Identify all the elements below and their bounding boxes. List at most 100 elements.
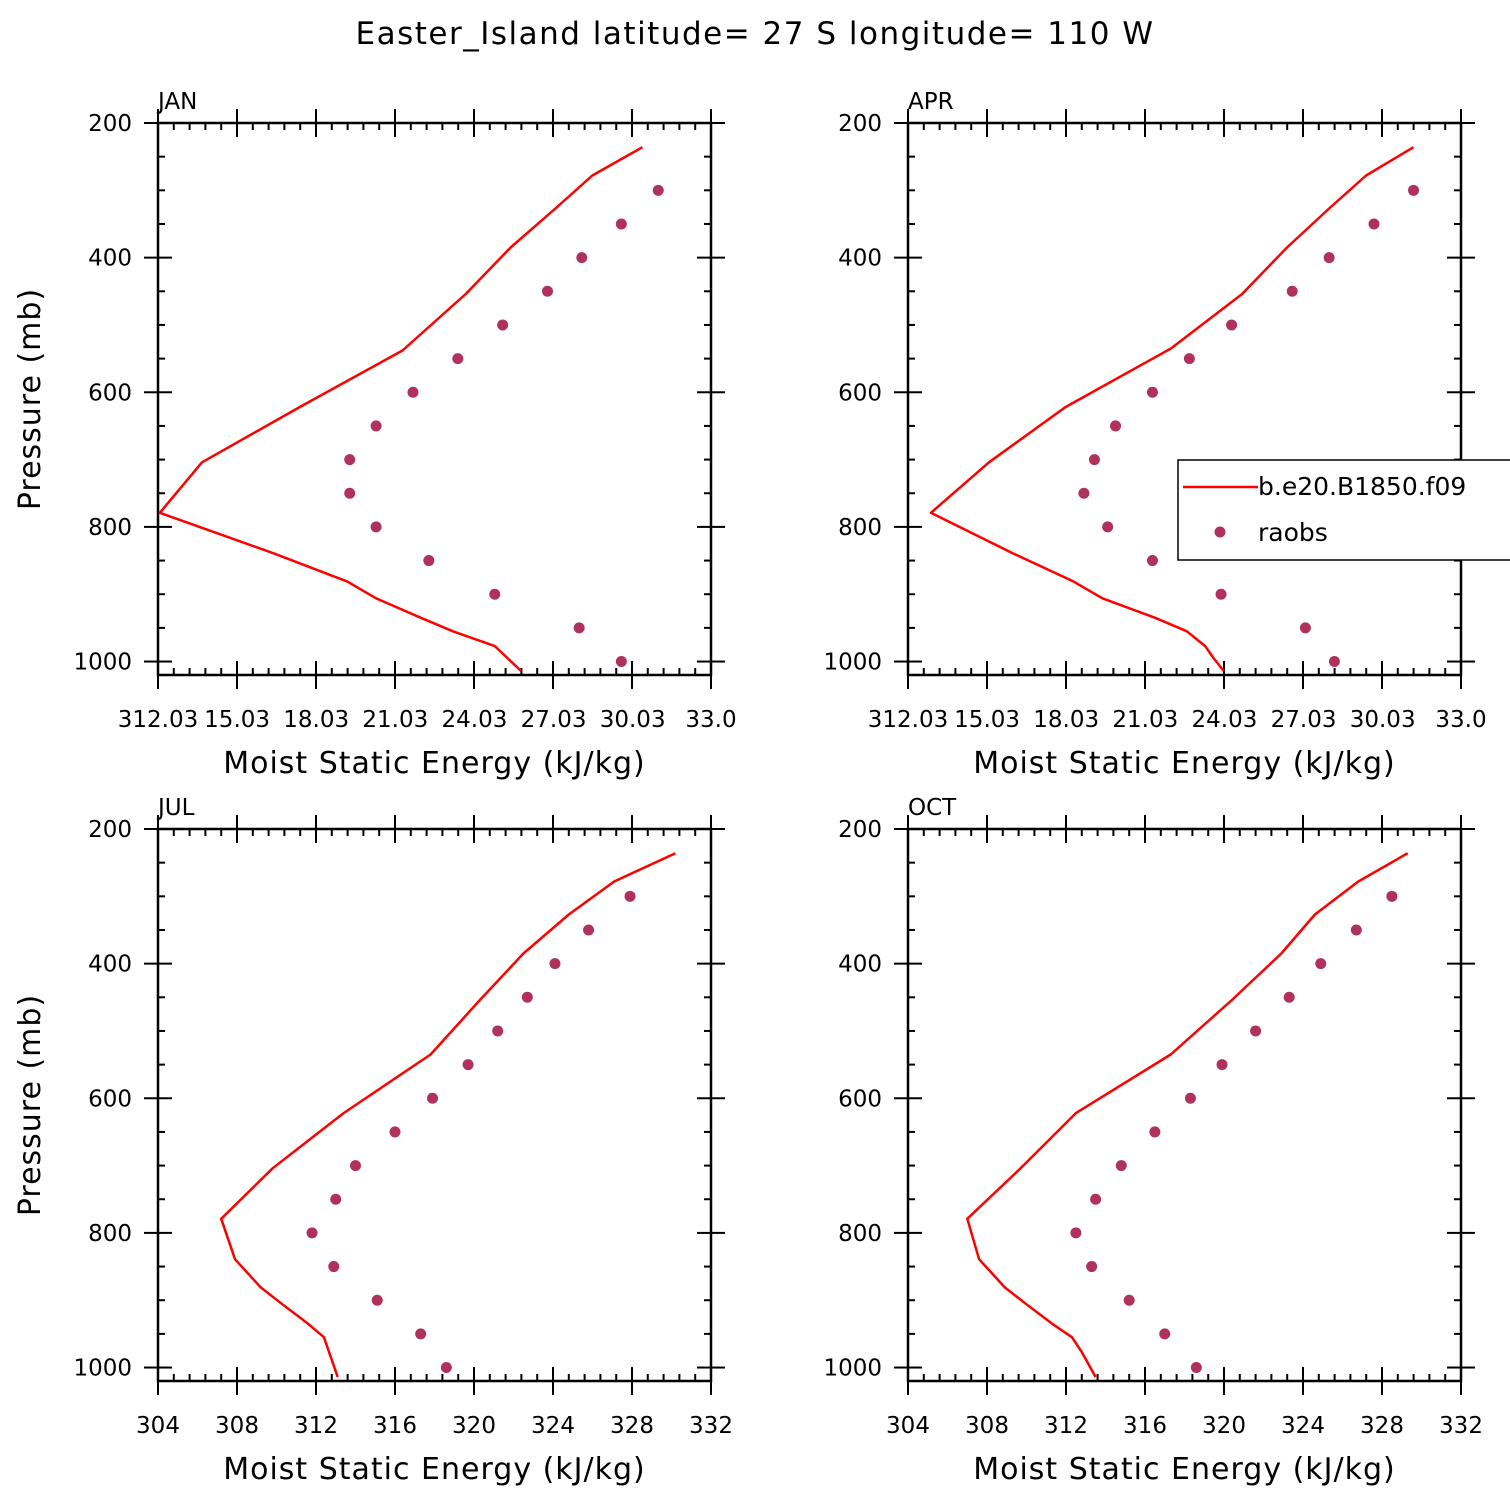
- x-axis-label: Moist Static Energy (kJ/kg): [223, 1452, 646, 1487]
- x-tick-label: 316: [373, 1413, 417, 1439]
- x-tick-label: 312.03: [868, 707, 948, 733]
- raobs-point: [1408, 184, 1420, 196]
- plot-frame: [156, 827, 713, 1383]
- x-tick-label: 316: [1123, 1413, 1167, 1439]
- y-tick-label: 200: [838, 817, 882, 843]
- panel-jan: 200 400 600 800 1000 312.03 15.03 18.03 21.03 24.…: [13, 89, 737, 781]
- raobs-point: [652, 184, 664, 196]
- raobs-point: [440, 1362, 452, 1374]
- raobs-point: [370, 420, 382, 432]
- raobs-point: [1149, 1126, 1161, 1138]
- panel-title: JUL: [156, 795, 195, 821]
- x-tick-label: 308: [215, 1413, 259, 1439]
- x-tick-label: 21.03: [1112, 707, 1178, 733]
- plot-frame: [156, 121, 713, 677]
- legend-label-raobs: raobs: [1258, 518, 1328, 547]
- x-tick-label: 30.03: [600, 707, 666, 733]
- raobs-point: [350, 1160, 361, 1172]
- raobs-point: [1088, 454, 1100, 466]
- raobs-point: [452, 353, 464, 365]
- y-axis-label: Pressure (mb): [13, 288, 48, 510]
- raobs-point: [1086, 1261, 1098, 1273]
- raobs-point: [462, 1059, 474, 1071]
- x-tick-label: 18.03: [283, 707, 349, 733]
- raobs-point: [427, 1092, 439, 1104]
- panel-oct: 200 400 600 800 1000 304 308 312 316 320 324 328 332…: [823, 795, 1483, 1487]
- y-tick-label: 200: [88, 817, 132, 843]
- y-tick-label: 200: [88, 111, 132, 137]
- raobs-point: [1216, 1059, 1228, 1071]
- raobs-point: [370, 521, 382, 533]
- raobs-point: [344, 487, 356, 499]
- raobs-point: [624, 890, 636, 902]
- model-series-line: [966, 852, 1409, 1378]
- raobs-point: [615, 656, 627, 668]
- panel-apr: 200 400 600 800 1000 312.03 15.03 18.03 21.03 24.…: [823, 89, 1486, 781]
- raobs-point: [389, 1126, 401, 1138]
- x-tick-label: 33.0: [1435, 707, 1486, 733]
- y-tick-label: 600: [88, 380, 132, 406]
- figure-title: Easter_Island latitude= 27 S longitude= …: [356, 16, 1155, 52]
- raobs-point: [1090, 1193, 1102, 1205]
- x-tick-label: 33.0: [685, 707, 736, 733]
- model-series-line: [219, 852, 676, 1378]
- y-tick-label: 200: [838, 111, 882, 137]
- y-tick-label: 1000: [823, 1356, 882, 1382]
- raobs-point: [306, 1227, 318, 1239]
- x-tick-label: 18.03: [1033, 707, 1099, 733]
- raobs-point: [521, 991, 533, 1003]
- raobs-point: [541, 285, 553, 297]
- y-tick-label: 400: [838, 952, 882, 978]
- raobs-point: [1102, 521, 1114, 533]
- raobs-point: [407, 386, 419, 398]
- plot-frame: [906, 121, 1463, 677]
- panel-title: APR: [908, 89, 954, 115]
- x-tick-label: 304: [136, 1413, 180, 1439]
- x-tick-label: 328: [1360, 1413, 1404, 1439]
- x-tick-label: 320: [452, 1413, 496, 1439]
- raobs-point: [1328, 656, 1340, 668]
- raobs-point: [1215, 588, 1227, 600]
- y-tick-label: 600: [838, 380, 882, 406]
- raobs-point: [1350, 924, 1362, 936]
- x-tick-label: 324: [1281, 1413, 1325, 1439]
- y-tick-label: 1000: [823, 650, 882, 676]
- y-tick-label: 1000: [73, 1356, 132, 1382]
- x-tick-label: 332: [1439, 1413, 1483, 1439]
- raobs-point: [583, 924, 595, 936]
- x-tick-label: 312: [1044, 1413, 1088, 1439]
- y-tick-label: 400: [88, 246, 132, 272]
- raobs-point: [328, 1261, 340, 1273]
- x-tick-label: 27.03: [521, 707, 587, 733]
- y-tick-label: 400: [838, 246, 882, 272]
- raobs-point: [1110, 420, 1122, 432]
- x-tick-label: 324: [531, 1413, 575, 1439]
- raobs-point: [371, 1294, 383, 1306]
- x-tick-label: 24.03: [1192, 707, 1258, 733]
- panel-jul: 200 400 600 800 1000 304 308 312 316 320 324 328 332…: [13, 795, 733, 1487]
- legend-box: [1177, 459, 1510, 561]
- x-axis-label: Moist Static Energy (kJ/kg): [973, 1452, 1396, 1487]
- raobs-point: [423, 555, 435, 567]
- x-tick-label: 320: [1202, 1413, 1246, 1439]
- y-tick-label: 800: [838, 1221, 882, 1247]
- x-tick-label: 332: [689, 1413, 733, 1439]
- raobs-point: [549, 958, 561, 970]
- x-tick-label: 21.03: [362, 707, 428, 733]
- raobs-point: [1159, 1328, 1171, 1340]
- raobs-point: [415, 1328, 427, 1340]
- y-tick-label: 400: [88, 952, 132, 978]
- raobs-point: [330, 1193, 342, 1205]
- panel-title: OCT: [908, 795, 957, 821]
- x-tick-label: 308: [965, 1413, 1009, 1439]
- plot-frame: [906, 827, 1463, 1383]
- x-tick-label: 24.03: [442, 707, 508, 733]
- panel-title: JAN: [156, 89, 197, 115]
- raobs-point: [1368, 218, 1380, 230]
- legend-label-model: b.e20.B1850.f09: [1258, 472, 1466, 501]
- x-tick-label: 30.03: [1350, 707, 1416, 733]
- raobs-point: [1250, 1025, 1262, 1037]
- raobs-point: [1146, 386, 1158, 398]
- y-tick-label: 1000: [73, 650, 132, 676]
